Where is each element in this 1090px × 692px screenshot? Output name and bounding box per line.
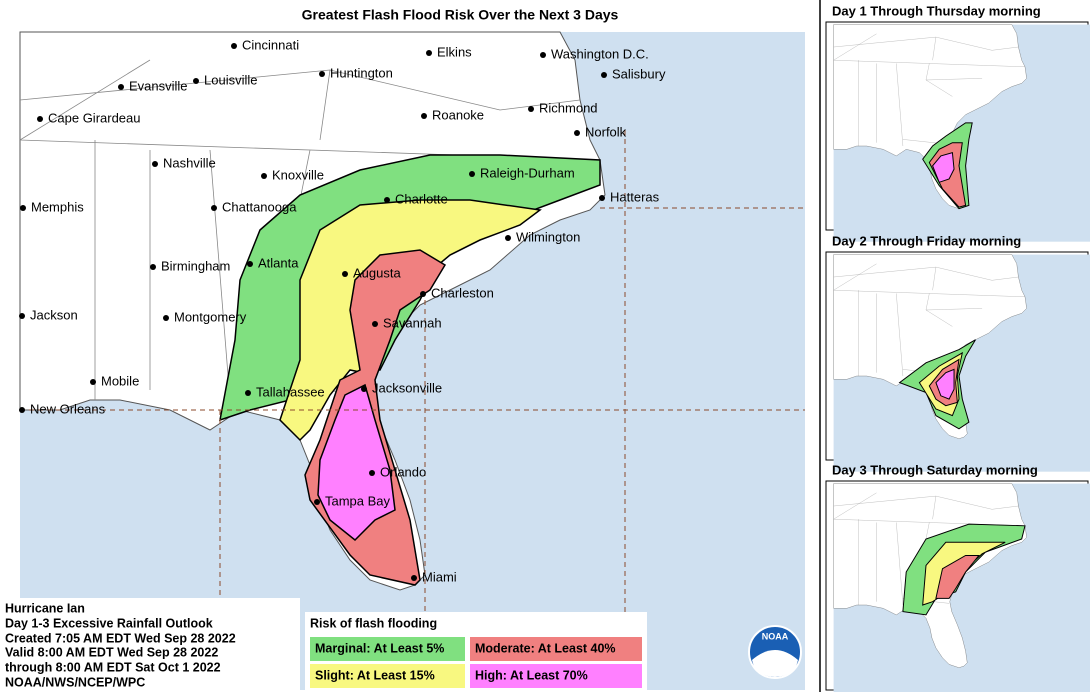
city-label: Memphis bbox=[31, 199, 84, 214]
legend-swatch bbox=[470, 637, 642, 661]
legend-title: Risk of flash flooding bbox=[310, 616, 437, 630]
city-label: Augusta bbox=[353, 265, 401, 280]
city-dot bbox=[90, 379, 96, 385]
city-dot bbox=[384, 197, 390, 203]
city-dot bbox=[193, 78, 199, 84]
city-label: Louisville bbox=[204, 72, 257, 87]
city-dot bbox=[163, 315, 169, 321]
city-dot bbox=[19, 313, 25, 319]
legend-label: Moderate: At Least 40% bbox=[475, 641, 616, 655]
city-label: Wilmington bbox=[516, 229, 580, 244]
legend: Risk of flash flooding Marginal: At Leas… bbox=[305, 612, 647, 692]
city-dot bbox=[150, 264, 156, 270]
inset-1: Day 1 Through Thursday morning bbox=[825, 3, 1090, 242]
info-line: through 8:00 AM EDT Sat Oct 1 2022 bbox=[5, 660, 221, 674]
city-label: Roanoke bbox=[432, 107, 484, 122]
city-label: Cincinnati bbox=[242, 37, 299, 52]
city-label: Salisbury bbox=[612, 66, 666, 81]
city-label: Tampa Bay bbox=[325, 493, 391, 508]
city-label: Miami bbox=[422, 569, 457, 584]
noaa-logo: NOAA bbox=[748, 625, 802, 679]
city-label: Nashville bbox=[163, 155, 216, 170]
logo-text: NOAA bbox=[762, 631, 789, 641]
info-line: Hurricane Ian bbox=[5, 601, 85, 615]
city-label: Evansville bbox=[129, 78, 188, 93]
city-dot bbox=[245, 390, 251, 396]
city-label: Mobile bbox=[101, 373, 139, 388]
city-dot bbox=[528, 106, 534, 112]
inset-3: Day 3 Through Saturday morning bbox=[825, 462, 1090, 692]
city-dot bbox=[601, 72, 607, 78]
city-dot bbox=[37, 116, 43, 122]
city-label: Tallahassee bbox=[256, 384, 325, 399]
info-line: Day 1-3 Excessive Rainfall Outlook bbox=[5, 616, 213, 630]
city-label: New Orleans bbox=[30, 401, 106, 416]
city-dot bbox=[152, 161, 158, 167]
legend-label: Slight: At Least 15% bbox=[315, 668, 435, 682]
city-dot bbox=[361, 386, 367, 392]
city-label: Elkins bbox=[437, 44, 472, 59]
info-line: Valid 8:00 AM EDT Wed Sep 28 2022 bbox=[5, 645, 218, 659]
inset-title: Day 3 Through Saturday morning bbox=[832, 462, 1038, 477]
city-label: Charlotte bbox=[395, 191, 448, 206]
city-dot bbox=[469, 171, 475, 177]
city-label: Jacksonville bbox=[372, 380, 442, 395]
city-dot bbox=[411, 575, 417, 581]
legend-swatch bbox=[310, 664, 465, 688]
city-label: Richmond bbox=[539, 100, 598, 115]
city-label: Washington D.C. bbox=[551, 46, 649, 61]
city-dot bbox=[247, 261, 253, 267]
city-label: Charleston bbox=[431, 285, 494, 300]
legend-swatch bbox=[310, 637, 465, 661]
city-dot bbox=[261, 173, 267, 179]
city-label: Savannah bbox=[383, 315, 442, 330]
city-label: Atlanta bbox=[258, 255, 299, 270]
city-dot bbox=[342, 271, 348, 277]
city-dot bbox=[574, 130, 580, 136]
city-dot bbox=[369, 470, 375, 476]
city-label: Cape Girardeau bbox=[48, 110, 141, 125]
city-dot bbox=[211, 205, 217, 211]
city-labels: Cincinnati Elkins Washington D.C. Salisbury… bbox=[19, 37, 666, 584]
legend-items: Marginal: At Least 5% Moderate: At Least … bbox=[310, 637, 642, 688]
city-dot bbox=[426, 50, 432, 56]
info-box: Hurricane Ian Day 1-3 Excessive Rainfall… bbox=[0, 598, 300, 692]
inset-title: Day 2 Through Friday morning bbox=[832, 233, 1021, 248]
map-title: Greatest Flash Flood Risk Over the Next … bbox=[302, 7, 619, 23]
city-dot bbox=[505, 235, 511, 241]
city-dot bbox=[19, 407, 25, 413]
city-label: Orlando bbox=[380, 464, 426, 479]
city-label: Hatteras bbox=[610, 189, 660, 204]
city-dot bbox=[420, 291, 426, 297]
city-label: Jackson bbox=[30, 307, 78, 322]
city-label: Birmingham bbox=[161, 258, 230, 273]
city-label: Raleigh-Durham bbox=[480, 165, 575, 180]
city-dot bbox=[372, 321, 378, 327]
city-label: Huntington bbox=[330, 65, 393, 80]
legend-label: Marginal: At Least 5% bbox=[315, 641, 444, 655]
inset-2: Day 2 Through Friday morning bbox=[825, 233, 1090, 472]
risk-high bbox=[317, 383, 396, 542]
city-label: Knoxville bbox=[272, 167, 324, 182]
city-label: Norfolk bbox=[585, 124, 627, 139]
risk-slight bbox=[279, 199, 542, 442]
city-dot bbox=[231, 43, 237, 49]
info-line: Created 7:05 AM EDT Wed Sep 28 2022 bbox=[5, 631, 236, 645]
city-label: Montgomery bbox=[174, 309, 247, 324]
inset-title: Day 1 Through Thursday morning bbox=[832, 3, 1041, 18]
city-dot bbox=[314, 499, 320, 505]
city-dot bbox=[540, 52, 546, 58]
info-line: NOAA/NWS/NCEP/WPC bbox=[5, 675, 145, 689]
city-dot bbox=[421, 113, 427, 119]
city-dot bbox=[118, 84, 124, 90]
legend-swatch bbox=[470, 664, 642, 688]
main-map: Cincinnati Elkins Washington D.C. Salisbury… bbox=[19, 31, 806, 691]
city-dot bbox=[319, 71, 325, 77]
city-dot bbox=[20, 205, 26, 211]
city-label: Chattanooga bbox=[222, 199, 297, 214]
legend-label: High: At Least 70% bbox=[475, 668, 588, 682]
city-dot bbox=[599, 195, 605, 201]
